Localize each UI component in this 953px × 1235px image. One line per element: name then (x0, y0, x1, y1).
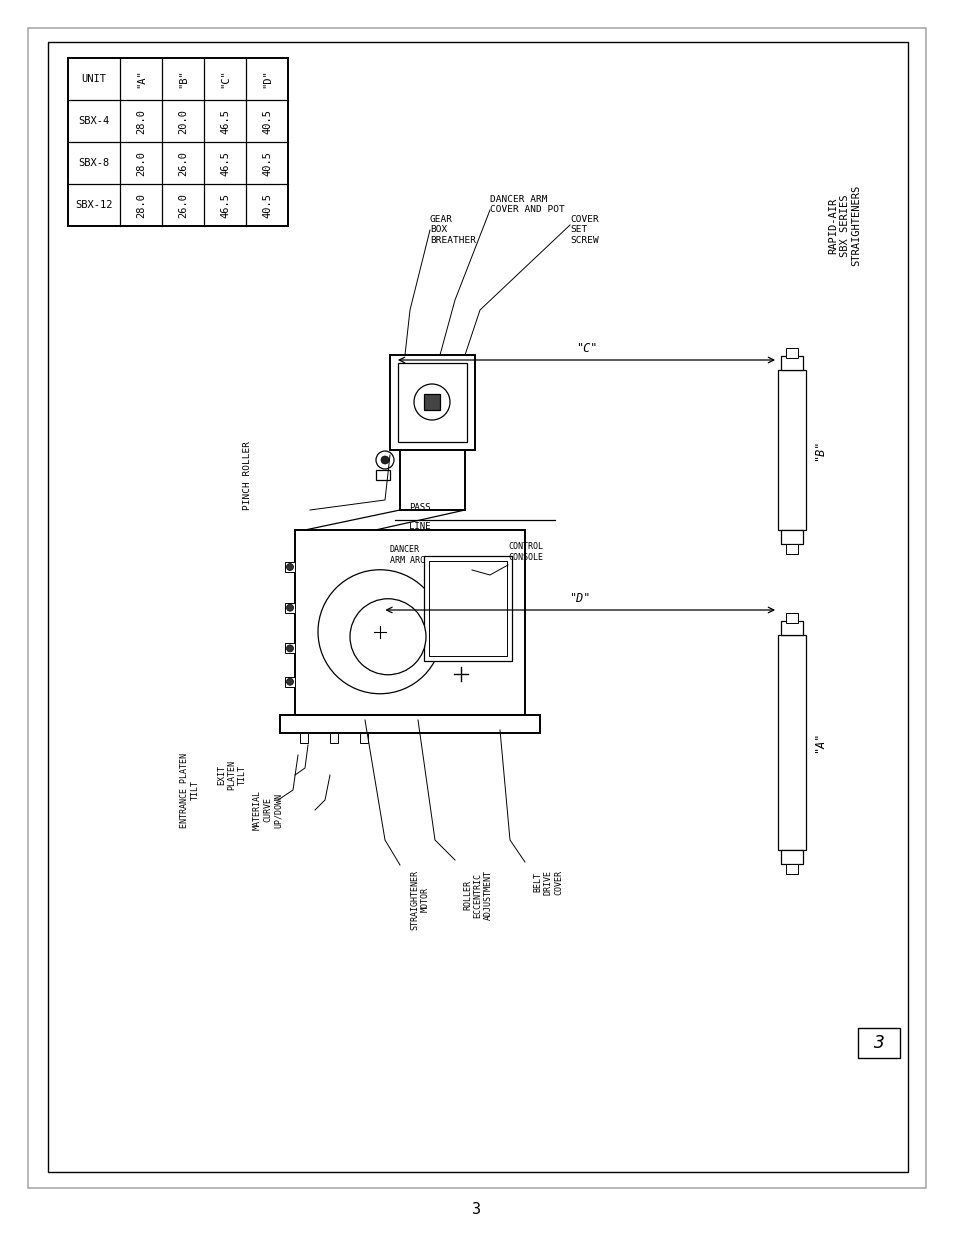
Text: COVER
SET
SCREW: COVER SET SCREW (569, 215, 598, 245)
Text: DANCER ARM
COVER AND POT: DANCER ARM COVER AND POT (490, 195, 564, 215)
Bar (68, 58, 288, 226)
Text: SBX-4: SBX-4 (78, 116, 110, 126)
Bar (785, 613, 797, 622)
Bar (285, 603, 294, 613)
Circle shape (286, 563, 294, 571)
Text: 28.0: 28.0 (136, 109, 146, 133)
Circle shape (317, 569, 441, 694)
Bar (280, 715, 539, 734)
Bar (285, 677, 294, 687)
Text: "C": "C" (220, 69, 230, 89)
Text: MATERIAL
CURVE
UP/DOWN: MATERIAL CURVE UP/DOWN (253, 790, 283, 830)
Text: 28.0: 28.0 (136, 193, 146, 217)
Bar (423, 394, 439, 410)
Text: RAPID-AIR
SBX SERIES
STRAIGHTENERS: RAPID-AIR SBX SERIES STRAIGHTENERS (827, 185, 861, 267)
Bar (299, 734, 308, 743)
Bar (778, 370, 805, 530)
Text: "D": "D" (262, 69, 272, 89)
Text: 28.0: 28.0 (136, 151, 146, 175)
Bar (785, 864, 797, 874)
Text: LINE: LINE (409, 522, 431, 531)
Text: EXIT
PLATEN
TILT: EXIT PLATEN TILT (217, 760, 247, 790)
Text: "B": "B" (813, 440, 825, 461)
Bar (390, 354, 475, 450)
Bar (359, 734, 368, 743)
Text: 26.0: 26.0 (178, 151, 188, 175)
Text: 40.5: 40.5 (262, 193, 272, 217)
Circle shape (380, 456, 389, 464)
Text: UNIT: UNIT (81, 74, 107, 84)
Bar (781, 530, 802, 543)
Text: SBX-12: SBX-12 (75, 200, 112, 210)
Bar (857, 1028, 899, 1058)
Bar (781, 850, 802, 864)
Text: STRAIGHTENER
MOTOR: STRAIGHTENER MOTOR (410, 869, 429, 930)
Text: 40.5: 40.5 (262, 109, 272, 133)
Text: DANCER
ARM ARC: DANCER ARM ARC (390, 546, 424, 564)
Text: PASS: PASS (409, 503, 431, 513)
Circle shape (350, 599, 426, 674)
Text: 40.5: 40.5 (262, 151, 272, 175)
Bar (423, 556, 511, 661)
Text: PINCH ROLLER: PINCH ROLLER (243, 441, 253, 510)
Text: "B": "B" (178, 69, 188, 89)
Text: SBX-8: SBX-8 (78, 158, 110, 168)
Text: "A": "A" (813, 732, 825, 753)
Text: BELT
DRIVE
COVER: BELT DRIVE COVER (533, 869, 562, 895)
Text: "D": "D" (569, 592, 590, 604)
Text: 46.5: 46.5 (220, 151, 230, 175)
Text: 3: 3 (472, 1203, 481, 1218)
Circle shape (375, 451, 394, 469)
Bar (330, 734, 337, 743)
Bar (781, 356, 802, 370)
Bar (428, 561, 506, 656)
Bar (781, 621, 802, 635)
Bar (375, 471, 390, 480)
Text: ENTRANCE PLATEN
TILT: ENTRANCE PLATEN TILT (180, 752, 199, 827)
Bar (294, 530, 524, 715)
Circle shape (414, 384, 450, 420)
Circle shape (286, 645, 294, 652)
Bar (778, 635, 805, 850)
Text: 20.0: 20.0 (178, 109, 188, 133)
Bar (285, 562, 294, 572)
Bar (785, 543, 797, 555)
Text: 46.5: 46.5 (220, 109, 230, 133)
Text: "A": "A" (136, 69, 146, 89)
Text: 46.5: 46.5 (220, 193, 230, 217)
Text: 26.0: 26.0 (178, 193, 188, 217)
Bar (397, 363, 467, 442)
Text: CONTROL
CONSOLE: CONTROL CONSOLE (507, 542, 542, 562)
Circle shape (286, 604, 294, 611)
Circle shape (286, 678, 294, 685)
Text: GEAR
BOX
BREATHER: GEAR BOX BREATHER (430, 215, 476, 245)
Text: 3: 3 (873, 1034, 883, 1052)
Bar (285, 643, 294, 653)
Text: "C": "C" (576, 342, 597, 354)
Bar (785, 348, 797, 358)
Text: ROLLER
ECCENTRIC
ADJUSTMENT: ROLLER ECCENTRIC ADJUSTMENT (462, 869, 493, 920)
